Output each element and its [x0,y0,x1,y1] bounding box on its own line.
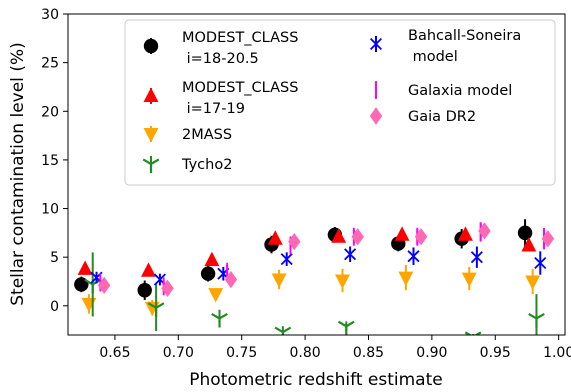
legend-label: Gaia DR2 [408,109,476,125]
y-tick-label: 25 [41,56,59,72]
y-tick-label: 10 [41,202,59,218]
data-point [97,276,111,295]
y-axis-label: Stellar contamination level (%) [8,42,28,305]
data-point [208,288,224,303]
x-axis-label: Photometric redshift estimate [189,370,442,390]
data-point [407,250,420,263]
data-point [200,266,216,281]
legend-box [124,19,556,186]
y-tick-label: 20 [41,104,59,120]
legend-label: Bahcall-Soneira model [408,28,521,65]
legend-entry-6: Gaia DR2 [369,107,476,125]
series-3 [84,252,545,352]
legend-marker [143,128,159,143]
x-tick-label: 0.95 [480,345,511,361]
data-point [525,275,541,290]
legend-entry-5: Galaxia model [375,81,512,99]
y-tick-label: 5 [50,250,59,266]
data-point [517,225,533,241]
x-tick-label: 0.65 [99,345,130,361]
legend-entry-3: Tycho2 [142,156,232,173]
legend-label: MODEST_CLASS i=17-19 [182,80,298,117]
data-point [274,326,292,335]
data-point [267,230,283,245]
x-tick-label: 0.90 [416,345,447,361]
data-point [414,228,428,246]
legend-label: 2MASS [182,127,232,143]
data-point [147,302,165,317]
data-point [402,338,418,352]
x-tick-label: 1.00 [543,345,571,361]
data-point [458,226,473,241]
data-point [141,262,156,277]
legend-entry-4: Bahcall-Soneira model [369,28,521,65]
data-point [271,273,287,288]
axes: 0.65 0.70 0.75 0.80 0.85 0.90 0.95 1.00 0 5 10 15 20… [41,7,571,361]
x-tick-label: 0.70 [163,345,194,361]
data-point [144,301,160,317]
legend-entry-1: MODEST_CLASS i=17-19 [143,80,298,117]
data-point [528,312,545,328]
x-tick-label: 0.80 [290,345,321,361]
legend-label: Tycho2 [181,157,232,173]
data-point [470,251,483,264]
plot-marks [74,219,555,352]
legend-label: MODEST_CLASS i=18-20.5 [182,30,298,67]
data-point [398,271,414,287]
legend-label-line: Bahcall-Soneira [408,28,521,44]
legend-marker [369,107,383,125]
data-point [74,277,89,292]
y-tick-label: 0 [50,299,59,315]
data-point [394,226,410,241]
data-point [337,320,355,335]
legend-marker [369,37,383,51]
data-point [137,283,152,298]
legend-label: Galaxia model [408,83,512,99]
legend-label-line: MODEST_CLASS [182,80,298,96]
data-point [288,232,301,251]
data-point [351,228,364,246]
data-point [211,312,228,328]
legend-marker [143,38,159,54]
data-point [461,272,477,287]
legend-label-line: i=17-19 [182,101,245,117]
y-tick-label: 15 [41,153,59,169]
legend-label-line: 2MASS [182,127,232,143]
data-point [478,222,491,240]
data-point [335,274,350,289]
legend-label-line: i=18-20.5 [182,51,259,67]
legend-label-line: Gaia DR2 [408,109,476,125]
data-point [224,270,238,289]
legend-label-line: MODEST_CLASS [182,30,298,46]
legend-entry-2: 2MASS [143,126,232,143]
series-4 [90,246,547,286]
legend-label-line: model [408,49,458,65]
data-point [204,251,220,267]
data-point [81,297,97,313]
legend-marker [142,158,160,173]
data-point [331,228,347,243]
plot-frame [67,13,566,336]
data-point [280,253,293,266]
data-point [534,256,547,270]
legend-marker [143,87,159,102]
data-point [344,248,357,261]
legend-label-line: Tycho2 [181,157,232,173]
x-tick-label: 0.75 [226,345,257,361]
data-point [77,260,93,275]
data-point [521,237,537,252]
series-1 [77,226,537,277]
data-point [541,230,555,248]
legend-label-line: Galaxia model [408,83,512,99]
data-point [161,279,174,297]
x-tick-label: 0.85 [353,345,384,361]
series-6 [97,222,555,297]
legend-entry-0: MODEST_CLASS i=18-20.5 [143,30,298,67]
y-tick-label: 30 [41,7,59,23]
series-2 [81,264,541,317]
